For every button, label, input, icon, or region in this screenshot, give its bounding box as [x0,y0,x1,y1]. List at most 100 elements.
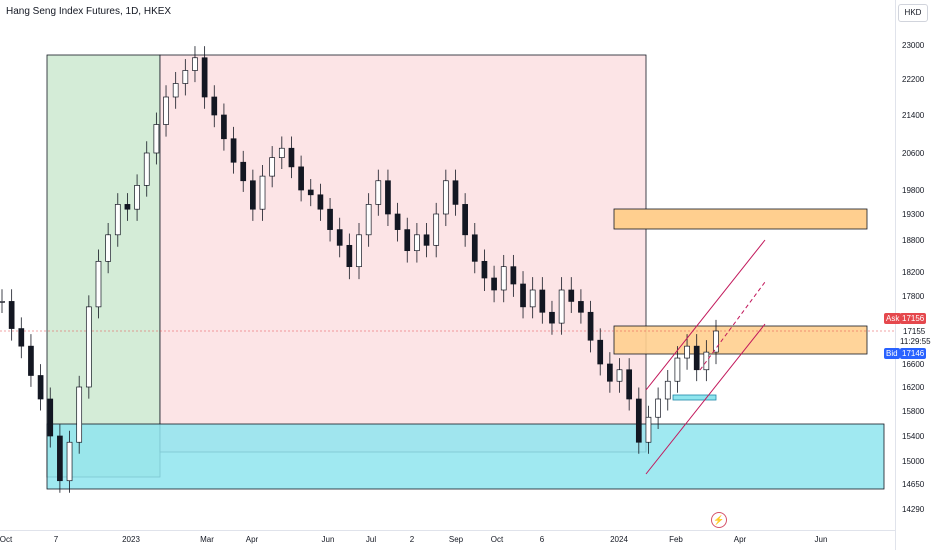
green-zone [46,54,161,478]
y-tick-label: 18800 [902,236,925,245]
y-tick-label: 16600 [902,360,925,369]
candle-body [539,289,546,313]
x-tick-label: 7 [54,535,59,544]
candle-body [124,204,131,210]
y-tick-label: 17800 [902,292,925,301]
candle-body [607,363,613,382]
currency-button[interactable]: HKD [898,4,928,22]
candle-body [95,260,102,308]
candle-body [0,301,5,303]
candle-body [307,189,314,196]
y-tick-label: 15400 [902,432,925,441]
y-tick-label: 23000 [902,41,925,50]
candle-body [645,416,652,443]
candle-body [327,208,333,230]
candle-body [259,175,266,210]
chart-title: Hang Seng Index Futures, 1D, HKEX [6,6,172,17]
time-axis-divider [0,530,895,531]
y-tick-label: 15800 [902,407,925,416]
candle-body [578,301,584,313]
candle-body [442,180,449,215]
channel-lower-line [645,323,766,475]
candle-body [163,96,169,125]
candle-body [616,369,623,382]
ask-label-badge: Ask [884,313,902,324]
candle-body [143,152,150,186]
cyan-support-zone [46,423,885,490]
candle-body [114,204,121,236]
y-tick-label: 14650 [902,480,925,489]
candle-body [481,260,488,279]
x-tick-label: Oct [0,535,13,544]
ask-price-badge: 17156 [900,313,927,324]
candle-body [269,157,276,177]
candle-body [365,204,372,236]
candle-body [317,194,324,210]
tradingview-lightning-icon[interactable]: ⚡ [711,512,727,528]
candle-body [375,180,382,205]
candle-body [626,369,633,400]
candle-body [423,234,430,246]
candle-body [414,234,420,252]
candle-body [664,380,671,400]
countdown-label: 11:29:55 [900,337,931,346]
candle-body [529,289,536,308]
candle-body [471,234,478,262]
candle-body [713,330,719,353]
candle-body [192,57,198,71]
candle-body [693,345,700,371]
candle-body [230,138,237,163]
channel-mid-line [699,281,766,371]
candle-body [336,229,343,246]
red-zone [159,54,647,453]
x-tick-label: Jun [322,535,335,544]
candle-body [684,345,690,359]
candle-body [172,83,179,98]
candle-body [491,277,497,291]
x-tick-label: 6 [540,535,545,544]
candle-body [500,266,507,291]
candle-body [635,398,642,443]
x-tick-label: Apr [246,535,259,544]
candle-body [568,289,575,302]
candle-body [240,161,247,182]
candle-body [28,345,34,376]
candle-body [47,398,54,437]
candle-body [66,441,73,482]
channel-upper-line [645,239,766,391]
price-axis-divider [895,0,896,550]
x-tick-label: Feb [669,535,683,544]
candle-body [76,386,83,443]
candle-body [346,244,353,268]
y-tick-label: 20600 [902,149,925,158]
y-tick-label: 18200 [902,268,925,277]
y-tick-label: 21400 [902,111,925,120]
x-tick-label: 2 [410,535,415,544]
y-tick-label: 19300 [902,210,925,219]
candle-body [153,124,160,154]
candle-body [298,166,304,191]
y-tick-label: 15000 [902,457,925,466]
candle-body [558,289,565,324]
candle-body [385,180,391,215]
candle-body [182,70,189,84]
candle-body [597,339,604,365]
candle-body [452,180,459,205]
orange-resistance-zone-lower [613,325,868,355]
candle-body [57,435,63,482]
candle-body [211,96,218,116]
x-tick-label: Sep [449,535,464,544]
candle-body [105,234,111,262]
candle-body [85,306,92,388]
candle-body [703,351,710,371]
x-tick-label: Jun [815,535,828,544]
candle-body [221,114,227,140]
candle-body [250,180,256,210]
candle-body [674,357,681,382]
y-tick-label: 22200 [902,75,925,84]
candle-body [134,185,140,210]
orange-resistance-zone-upper [613,208,868,230]
candle-body [520,283,526,308]
